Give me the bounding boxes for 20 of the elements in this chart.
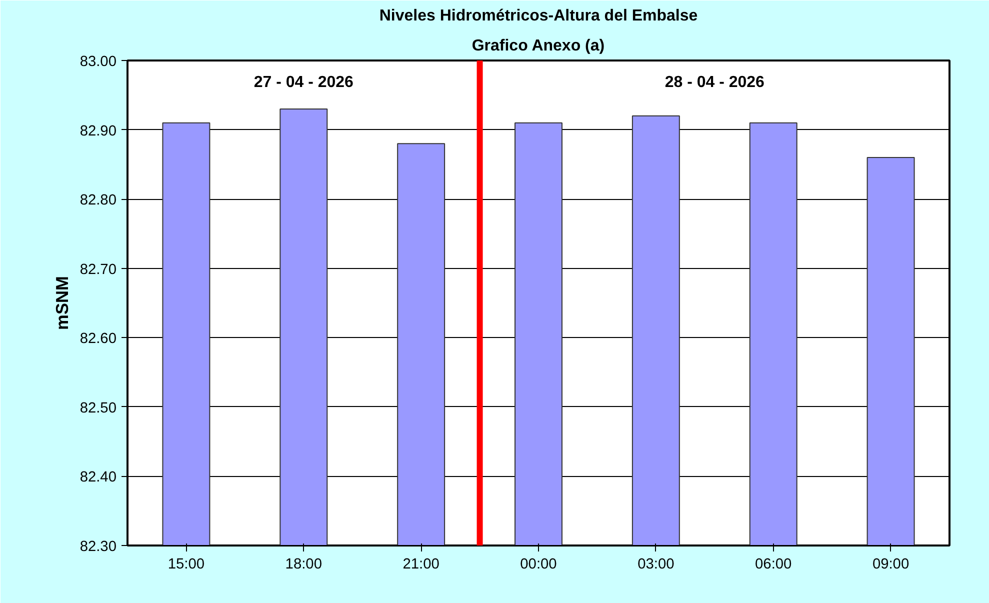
- y-tick-label: 82.60: [80, 331, 117, 348]
- x-tick-label: 06:00: [755, 556, 792, 572]
- y-tick-label: 82.40: [80, 470, 117, 486]
- x-tick-label: 15:00: [168, 556, 205, 572]
- chart-title: Niveles Hidrométricos-Altura del Embalse: [379, 8, 698, 24]
- y-axis-title: mSNM: [52, 276, 72, 330]
- chart-subtitle: Grafico Anexo (a): [472, 38, 605, 54]
- y-tick-label: 82.90: [80, 123, 117, 140]
- x-tick-label: 18:00: [285, 556, 322, 572]
- y-tick-label: 82.70: [80, 262, 117, 278]
- y-tick-label: 82.50: [80, 400, 117, 416]
- annotation: 27 - 04 - 2026: [254, 74, 354, 91]
- x-tick-label: 21:00: [402, 556, 440, 572]
- x-tick-label: 03:00: [638, 556, 674, 572]
- x-tick-label: 00:00: [520, 556, 557, 572]
- y-tick-label: 83.00: [80, 54, 117, 70]
- x-tick-label: 09:00: [872, 556, 910, 572]
- annotation: 28 - 04 - 2026: [664, 74, 765, 91]
- y-tick-label: 82.30: [80, 539, 117, 555]
- y-tick-label: 82.80: [80, 192, 117, 209]
